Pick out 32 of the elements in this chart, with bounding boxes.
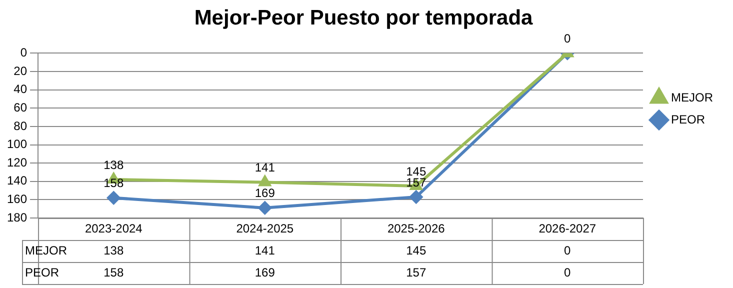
x-tick-label: 2024-2025 bbox=[236, 221, 294, 236]
y-tick-label: 160 bbox=[6, 192, 28, 206]
chart-title: Mejor-Peor Puesto por temporada bbox=[194, 6, 534, 30]
y-tick-label: 140 bbox=[6, 174, 28, 188]
y-tick-label: 40 bbox=[14, 82, 28, 96]
data-label: 138 bbox=[104, 243, 124, 258]
data-label: 169 bbox=[254, 265, 276, 280]
data-label: 145 bbox=[406, 243, 426, 258]
annotation: 145 bbox=[406, 164, 426, 178]
x-tick-label: 2025-2026 bbox=[387, 221, 446, 236]
annotation: 169 bbox=[254, 186, 276, 200]
legend-label: PEOR bbox=[671, 112, 706, 126]
y-tick-label: 60 bbox=[14, 100, 28, 114]
text: MEJOR bbox=[25, 243, 67, 258]
y-tick-label: 100 bbox=[6, 137, 28, 152]
x-tick-label: 2026-2027 bbox=[538, 221, 596, 236]
y-tick-label: 120 bbox=[6, 155, 28, 170]
data-label: 157 bbox=[406, 265, 426, 280]
data-label: 0 bbox=[564, 265, 572, 280]
text: PEOR bbox=[25, 265, 60, 280]
annotation: 138 bbox=[104, 158, 124, 172]
y-tick-label: 0 bbox=[20, 46, 28, 60]
data-label: 0 bbox=[564, 243, 572, 258]
data-label: 158 bbox=[104, 265, 124, 280]
legend-label: MEJOR bbox=[671, 90, 714, 104]
annotation: 0 bbox=[564, 32, 572, 46]
y-tick-label: 80 bbox=[14, 118, 28, 133]
y-tick-label: 20 bbox=[14, 64, 28, 78]
annotation: 141 bbox=[254, 160, 276, 175]
x-tick-label: 2023-2024 bbox=[84, 221, 143, 236]
y-tick-label: 180 bbox=[6, 210, 28, 224]
data-label: 141 bbox=[254, 243, 276, 258]
